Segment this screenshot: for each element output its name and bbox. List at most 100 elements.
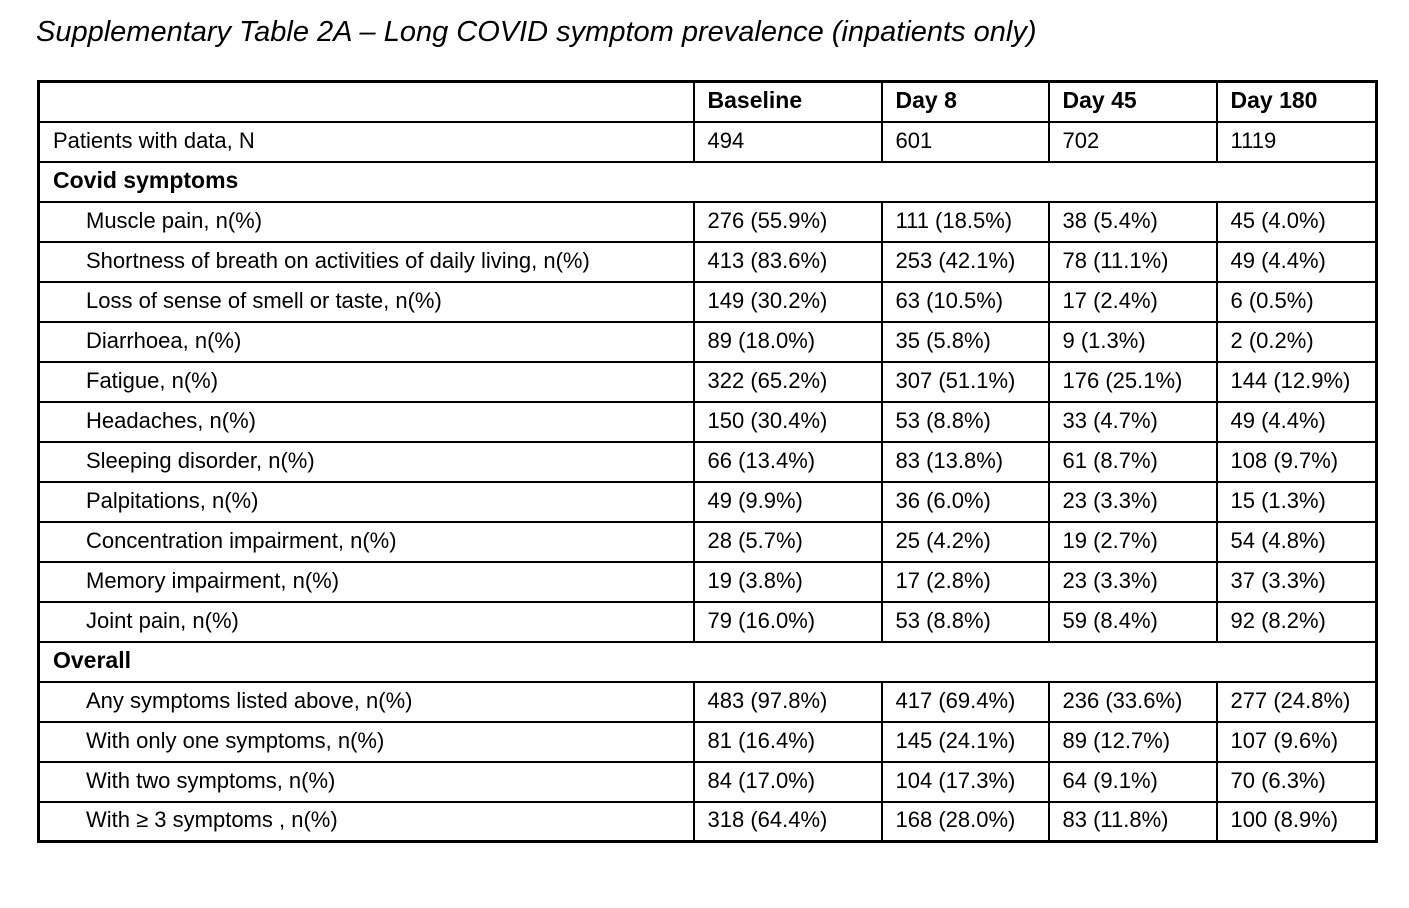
value-cell: 36 (6.0%) bbox=[880, 480, 1050, 523]
table-row: Concentration impairment, n(%) 28 (5.7%) 2… bbox=[37, 520, 1378, 563]
value-cell: 322 (65.2%) bbox=[692, 360, 883, 403]
value-cell: 150 (30.4%) bbox=[692, 400, 883, 443]
table-row: Shortness of breath on activities of dai… bbox=[37, 240, 1378, 283]
row-label: Fatigue, n(%) bbox=[37, 360, 695, 403]
value-cell: 253 (42.1%) bbox=[880, 240, 1050, 283]
value-cell: 92 (8.2%) bbox=[1215, 600, 1378, 643]
page-title: Supplementary Table 2A – Long COVID symp… bbox=[36, 16, 1037, 48]
symptom-prevalence-table: Baseline Day 8 Day 45 Day 180 Patients with… bbox=[37, 80, 1378, 843]
value-cell: 494 bbox=[692, 120, 883, 163]
value-cell: 59 (8.4%) bbox=[1047, 600, 1218, 643]
value-cell: 19 (3.8%) bbox=[692, 560, 883, 603]
value-cell: 61 (8.7%) bbox=[1047, 440, 1218, 483]
value-cell: 111 (18.5%) bbox=[880, 200, 1050, 243]
row-label: Any symptoms listed above, n(%) bbox=[37, 680, 695, 723]
value-cell: 1119 bbox=[1215, 120, 1378, 163]
value-cell: 28 (5.7%) bbox=[692, 520, 883, 563]
value-cell: 64 (9.1%) bbox=[1047, 760, 1218, 803]
row-label: Headaches, n(%) bbox=[37, 400, 695, 443]
value-cell: 37 (3.3%) bbox=[1215, 560, 1378, 603]
column-header-day-8: Day 8 bbox=[880, 80, 1050, 123]
value-cell: 149 (30.2%) bbox=[692, 280, 883, 323]
section-label: Overall bbox=[37, 640, 1378, 683]
value-cell: 702 bbox=[1047, 120, 1218, 163]
table-row: With only one symptoms, n(%) 81 (16.4%) 14… bbox=[37, 720, 1378, 763]
value-cell: 104 (17.3%) bbox=[880, 760, 1050, 803]
value-cell: 25 (4.2%) bbox=[880, 520, 1050, 563]
row-label: Diarrhoea, n(%) bbox=[37, 320, 695, 363]
value-cell: 417 (69.4%) bbox=[880, 680, 1050, 723]
table-row: With ≥ 3 symptoms , n(%) 318 (64.4%) 168 (… bbox=[37, 800, 1378, 843]
value-cell: 6 (0.5%) bbox=[1215, 280, 1378, 323]
value-cell: 145 (24.1%) bbox=[880, 720, 1050, 763]
value-cell: 35 (5.8%) bbox=[880, 320, 1050, 363]
value-cell: 89 (18.0%) bbox=[692, 320, 883, 363]
value-cell: 413 (83.6%) bbox=[692, 240, 883, 283]
table-body: Patients with data, N 494 601 702 1119 Covid … bbox=[37, 120, 1378, 843]
column-header-baseline: Baseline bbox=[692, 80, 883, 123]
value-cell: 33 (4.7%) bbox=[1047, 400, 1218, 443]
value-cell: 63 (10.5%) bbox=[880, 280, 1050, 323]
value-cell: 49 (4.4%) bbox=[1215, 240, 1378, 283]
table-row: Loss of sense of smell or taste, n(%) 149… bbox=[37, 280, 1378, 323]
corner-header-cell bbox=[37, 80, 695, 123]
value-cell: 2 (0.2%) bbox=[1215, 320, 1378, 363]
table-row: Patients with data, N 494 601 702 1119 bbox=[37, 120, 1378, 163]
column-header-day-180: Day 180 bbox=[1215, 80, 1378, 123]
value-cell: 23 (3.3%) bbox=[1047, 560, 1218, 603]
column-header-day-45: Day 45 bbox=[1047, 80, 1218, 123]
value-cell: 168 (28.0%) bbox=[880, 800, 1050, 843]
row-label: Shortness of breath on activities of dai… bbox=[37, 240, 695, 283]
table-row: Sleeping disorder, n(%) 66 (13.4%) 83 (13.… bbox=[37, 440, 1378, 483]
value-cell: 19 (2.7%) bbox=[1047, 520, 1218, 563]
table-row: Fatigue, n(%) 322 (65.2%) 307 (51.1%) 176 (… bbox=[37, 360, 1378, 403]
value-cell: 276 (55.9%) bbox=[692, 200, 883, 243]
value-cell: 307 (51.1%) bbox=[880, 360, 1050, 403]
table-row: Headaches, n(%) 150 (30.4%) 53 (8.8%) 33 (4… bbox=[37, 400, 1378, 443]
table-row: Memory impairment, n(%) 19 (3.8%) 17 (2.8%… bbox=[37, 560, 1378, 603]
value-cell: 49 (4.4%) bbox=[1215, 400, 1378, 443]
value-cell: 38 (5.4%) bbox=[1047, 200, 1218, 243]
value-cell: 236 (33.6%) bbox=[1047, 680, 1218, 723]
value-cell: 100 (8.9%) bbox=[1215, 800, 1378, 843]
value-cell: 144 (12.9%) bbox=[1215, 360, 1378, 403]
section-row: Overall bbox=[37, 640, 1378, 683]
value-cell: 49 (9.9%) bbox=[692, 480, 883, 523]
section-label: Covid symptoms bbox=[37, 160, 1378, 203]
value-cell: 17 (2.8%) bbox=[880, 560, 1050, 603]
table-row: Any symptoms listed above, n(%) 483 (97.8… bbox=[37, 680, 1378, 723]
value-cell: 89 (12.7%) bbox=[1047, 720, 1218, 763]
row-label: Sleeping disorder, n(%) bbox=[37, 440, 695, 483]
value-cell: 107 (9.6%) bbox=[1215, 720, 1378, 763]
row-label: Concentration impairment, n(%) bbox=[37, 520, 695, 563]
row-label: Loss of sense of smell or taste, n(%) bbox=[37, 280, 695, 323]
value-cell: 483 (97.8%) bbox=[692, 680, 883, 723]
table-header-row: Baseline Day 8 Day 45 Day 180 bbox=[37, 80, 1378, 123]
row-label: Joint pain, n(%) bbox=[37, 600, 695, 643]
value-cell: 83 (13.8%) bbox=[880, 440, 1050, 483]
table-row: With two symptoms, n(%) 84 (17.0%) 104 (17… bbox=[37, 760, 1378, 803]
row-label: Palpitations, n(%) bbox=[37, 480, 695, 523]
value-cell: 83 (11.8%) bbox=[1047, 800, 1218, 843]
value-cell: 277 (24.8%) bbox=[1215, 680, 1378, 723]
table-row: Joint pain, n(%) 79 (16.0%) 53 (8.8%) 59 (8… bbox=[37, 600, 1378, 643]
value-cell: 108 (9.7%) bbox=[1215, 440, 1378, 483]
value-cell: 45 (4.0%) bbox=[1215, 200, 1378, 243]
value-cell: 23 (3.3%) bbox=[1047, 480, 1218, 523]
row-label: With two symptoms, n(%) bbox=[37, 760, 695, 803]
value-cell: 318 (64.4%) bbox=[692, 800, 883, 843]
value-cell: 84 (17.0%) bbox=[692, 760, 883, 803]
value-cell: 17 (2.4%) bbox=[1047, 280, 1218, 323]
value-cell: 53 (8.8%) bbox=[880, 400, 1050, 443]
value-cell: 9 (1.3%) bbox=[1047, 320, 1218, 363]
value-cell: 15 (1.3%) bbox=[1215, 480, 1378, 523]
row-label: Patients with data, N bbox=[37, 120, 695, 163]
value-cell: 53 (8.8%) bbox=[880, 600, 1050, 643]
row-label: With ≥ 3 symptoms , n(%) bbox=[37, 800, 695, 843]
value-cell: 79 (16.0%) bbox=[692, 600, 883, 643]
table-row: Diarrhoea, n(%) 89 (18.0%) 35 (5.8%) 9 (1.3… bbox=[37, 320, 1378, 363]
row-label: Muscle pain, n(%) bbox=[37, 200, 695, 243]
table-row: Muscle pain, n(%) 276 (55.9%) 111 (18.5%) 3… bbox=[37, 200, 1378, 243]
row-label: Memory impairment, n(%) bbox=[37, 560, 695, 603]
value-cell: 601 bbox=[880, 120, 1050, 163]
